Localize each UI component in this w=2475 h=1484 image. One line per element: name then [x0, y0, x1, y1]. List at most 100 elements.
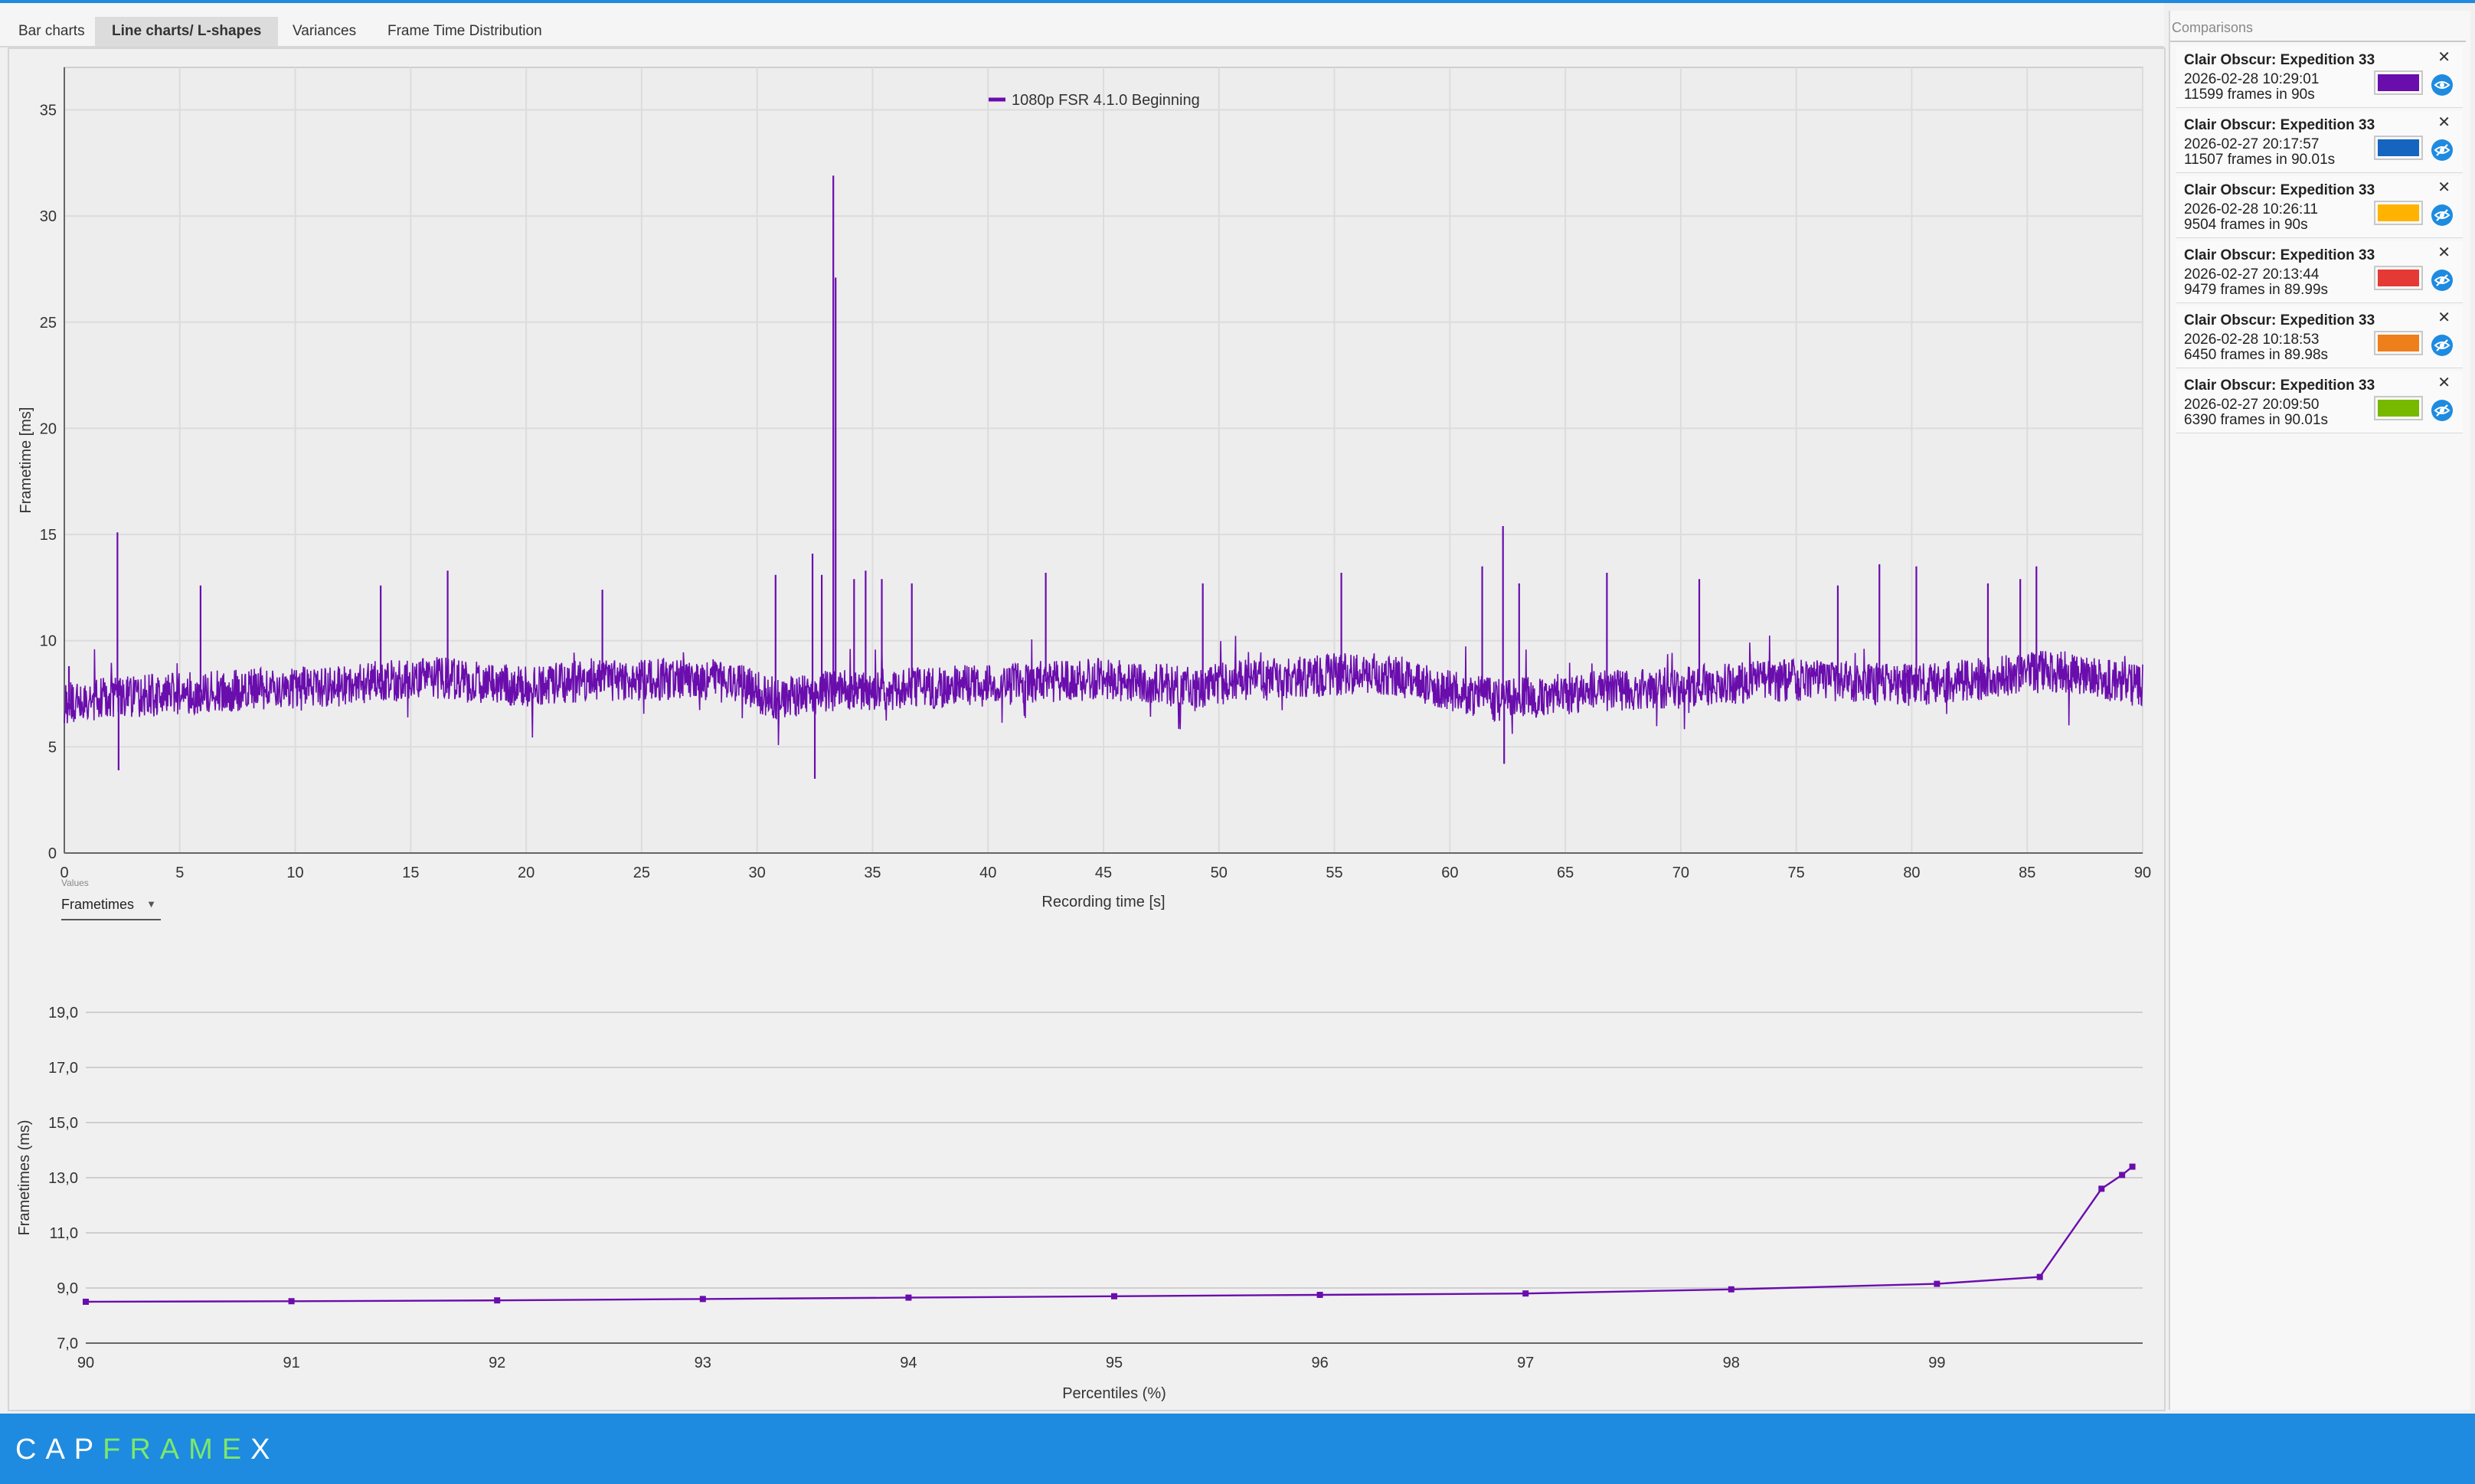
color-swatch[interactable] — [2374, 136, 2423, 160]
percentile-point — [1522, 1290, 1529, 1297]
x-tick-label: 55 — [1326, 865, 1342, 881]
comparison-frames: 9504 frames in 90s — [2184, 217, 2308, 233]
tab-bar: Bar charts Line charts/ L-shapes Varianc… — [0, 3, 2164, 47]
eye-off-icon[interactable] — [2431, 269, 2454, 292]
x-tick-label: 15 — [402, 865, 419, 881]
y-tick-label: 7,0 — [57, 1335, 78, 1352]
x-axis-title: Recording time [s] — [1041, 894, 1165, 910]
y-axis-title: Frametime [ms] — [18, 407, 34, 514]
y-tick-label: 17,0 — [48, 1060, 78, 1077]
comparison-item[interactable]: Clair Obscur: Expedition 33 2026-02-27 20… — [2176, 111, 2463, 173]
comparison-item[interactable]: Clair Obscur: Expedition 33 2026-02-28 10… — [2176, 306, 2463, 368]
eye-off-icon[interactable] — [2431, 204, 2454, 227]
comparison-date: 2026-02-28 10:18:53 — [2184, 332, 2320, 348]
y-tick-label: 11,0 — [50, 1225, 78, 1242]
window-top-accent — [0, 0, 2475, 3]
comparisons-title: Comparisons — [2170, 17, 2466, 42]
x-tick-label: 35 — [864, 865, 881, 881]
percentile-point — [2098, 1185, 2105, 1192]
color-swatch[interactable] — [2374, 266, 2423, 290]
frametime-chart: 0 5 10 15 20 25 30 35 40 45 50 55 60 65 70 75 80 85 90 0 5 10… — [18, 67, 2151, 910]
x-tick-label: 70 — [1672, 865, 1689, 881]
comparison-frames: 6450 frames in 89.98s — [2184, 347, 2329, 363]
comparison-frames: 9479 frames in 89.99s — [2184, 282, 2329, 298]
x-tick-label: 98 — [1723, 1355, 1740, 1371]
tab-variances[interactable]: Variances — [293, 23, 357, 39]
close-icon[interactable]: ✕ — [2437, 244, 2450, 261]
x-tick-label: 25 — [633, 865, 650, 881]
color-fill — [2378, 74, 2419, 91]
color-swatch[interactable] — [2374, 396, 2423, 420]
x-tick-label: 85 — [2019, 865, 2035, 881]
percentile-point — [2129, 1163, 2136, 1170]
comparison-item[interactable]: Clair Obscur: Expedition 33 2026-02-28 10… — [2176, 46, 2463, 108]
comparison-date: 2026-02-28 10:26:11 — [2184, 201, 2319, 217]
close-icon[interactable]: ✕ — [2437, 114, 2450, 131]
percentile-point — [1111, 1293, 1117, 1299]
close-icon[interactable]: ✕ — [2437, 309, 2450, 326]
tab-frame-time-distribution[interactable]: Frame Time Distribution — [387, 23, 542, 39]
x-tick-label: 65 — [1557, 865, 1574, 881]
x-axis-title: Percentiles (%) — [1062, 1385, 1166, 1402]
chevron-down-icon: ▼ — [146, 898, 156, 910]
x-tick-label: 30 — [749, 865, 766, 881]
tab-line-charts[interactable]: Line charts/ L-shapes — [95, 17, 279, 46]
x-tick-label: 80 — [1903, 865, 1920, 881]
comparison-frames: 11599 frames in 90s — [2184, 87, 2315, 103]
x-tick-label: 5 — [175, 865, 184, 881]
tab-bar-charts[interactable]: Bar charts — [18, 23, 85, 39]
close-icon[interactable]: ✕ — [2437, 179, 2450, 196]
close-icon[interactable]: ✕ — [2437, 374, 2450, 391]
percentile-point — [699, 1296, 706, 1303]
comparison-title: Clair Obscur: Expedition 33 — [2184, 247, 2375, 263]
x-tick-label: 10 — [286, 865, 303, 881]
percentile-point — [905, 1294, 912, 1301]
x-tick-label: 45 — [1095, 865, 1112, 881]
y-tick-label: 30 — [40, 208, 57, 225]
x-tick-label: 95 — [1106, 1355, 1123, 1371]
y-tick-label: 35 — [40, 102, 57, 119]
frametime-series-line — [64, 635, 2143, 746]
comparison-frames: 11507 frames in 90.01s — [2184, 152, 2336, 168]
color-swatch[interactable] — [2374, 201, 2423, 225]
legend-label: 1080p FSR 4.1.0 Beginning — [1012, 92, 1200, 109]
y-tick-label: 0 — [48, 845, 57, 862]
color-fill — [2378, 335, 2419, 351]
capframex-logo: CAPFRAMEX — [15, 1433, 280, 1466]
values-dropdown[interactable]: Frametimes ▼ — [61, 893, 161, 920]
x-tick-label: 92 — [489, 1355, 505, 1371]
percentile-point — [1316, 1292, 1323, 1298]
comparison-date: 2026-02-27 20:17:57 — [2184, 136, 2320, 152]
x-tick-label: 96 — [1311, 1355, 1328, 1371]
color-swatch[interactable] — [2374, 70, 2423, 95]
y-tick-label: 25 — [40, 315, 57, 332]
comparison-item[interactable]: Clair Obscur: Expedition 33 2026-02-28 10… — [2176, 176, 2463, 238]
color-swatch[interactable] — [2374, 331, 2423, 355]
eye-off-icon[interactable] — [2431, 334, 2454, 357]
x-tick-label: 94 — [900, 1355, 917, 1371]
y-tick-label: 9,0 — [57, 1280, 78, 1297]
comparison-item[interactable]: Clair Obscur: Expedition 33 2026-02-27 20… — [2176, 241, 2463, 303]
lshape-chart: 7,0 9,0 11,0 13,0 15,0 17,0 19,0 90 91 92 93 94 95 96… — [16, 1005, 2143, 1402]
y-axis-title: Frametimes (ms) — [16, 1120, 33, 1235]
y-tick-label: 10 — [40, 633, 57, 650]
eye-off-icon[interactable] — [2431, 139, 2454, 162]
eye-icon[interactable] — [2431, 74, 2454, 96]
comparison-title: Clair Obscur: Expedition 33 — [2184, 312, 2375, 329]
comparison-date: 2026-02-27 20:09:50 — [2184, 397, 2320, 413]
charts-panel: 0 5 10 15 20 25 30 35 40 45 50 55 60 65 70 75 80 85 90 0 5 10… — [8, 47, 2166, 1411]
y-tick-label: 15,0 — [48, 1115, 78, 1132]
close-icon[interactable]: ✕ — [2437, 49, 2450, 66]
percentile-point — [1728, 1286, 1734, 1293]
eye-off-icon[interactable] — [2431, 399, 2454, 422]
color-fill — [2378, 270, 2419, 286]
x-tick-label: 50 — [1211, 865, 1228, 881]
comparison-item[interactable]: Clair Obscur: Expedition 33 2026-02-27 20… — [2176, 371, 2463, 433]
y-tick-label: 13,0 — [48, 1170, 78, 1187]
percentile-point — [288, 1298, 295, 1305]
percentile-point — [1934, 1280, 1940, 1287]
x-tick-label: 93 — [695, 1355, 711, 1371]
y-tick-label: 5 — [48, 739, 57, 756]
y-tick-label: 15 — [40, 527, 57, 544]
